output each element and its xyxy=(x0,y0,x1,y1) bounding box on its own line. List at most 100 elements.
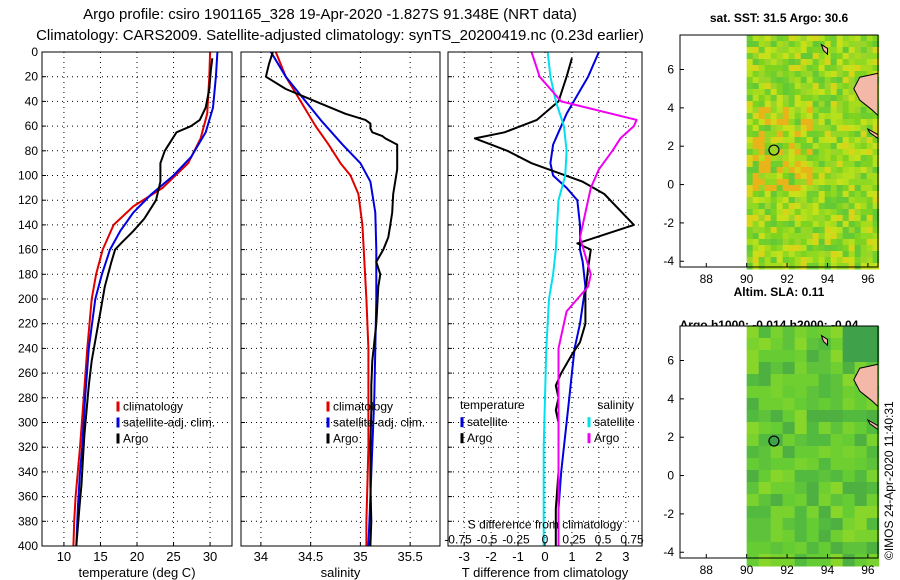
map-cell xyxy=(818,101,826,108)
map-cell xyxy=(824,131,832,138)
map-cell xyxy=(782,362,796,375)
map-cell xyxy=(854,482,868,495)
map-cell xyxy=(842,101,850,108)
map-cell xyxy=(746,191,754,198)
map-cell xyxy=(800,155,808,162)
x-axis-label: T difference from climatology xyxy=(462,565,629,580)
map-cell xyxy=(848,71,856,78)
map-cell xyxy=(806,494,820,507)
map-cell xyxy=(770,209,778,216)
map-cell xyxy=(860,107,868,114)
map-cell xyxy=(794,71,802,78)
map-cell xyxy=(776,101,784,108)
map-cell xyxy=(842,239,850,246)
map-cell xyxy=(842,338,856,351)
map-cell xyxy=(824,227,832,234)
map-cell xyxy=(794,374,808,387)
map-cell xyxy=(824,221,832,228)
map-cell xyxy=(830,71,838,78)
map-cell xyxy=(830,221,838,228)
map-cell xyxy=(806,143,814,150)
map-cell xyxy=(758,434,772,447)
map-cell xyxy=(860,53,868,60)
map-cell xyxy=(860,155,868,162)
map-cell xyxy=(752,119,760,126)
map-cell xyxy=(800,89,808,96)
map-cell xyxy=(770,542,784,555)
map-cell xyxy=(794,203,802,210)
map-cell xyxy=(746,470,760,483)
map-cell xyxy=(764,167,772,174)
map-cell xyxy=(824,35,832,42)
map-cell xyxy=(770,53,778,60)
map-cell xyxy=(818,482,832,495)
map-cell xyxy=(794,119,802,126)
map-cell xyxy=(788,203,796,210)
map-cell xyxy=(824,59,832,66)
map-cell xyxy=(860,35,868,42)
map-cell xyxy=(830,119,838,126)
map-cell xyxy=(782,221,790,228)
map-cell xyxy=(830,95,838,102)
map-cell xyxy=(854,95,862,102)
map-y-tick-label: 4 xyxy=(667,101,674,115)
map-cell xyxy=(782,422,796,435)
map-cell xyxy=(866,326,880,339)
map-cell xyxy=(764,263,772,270)
map-cell xyxy=(866,191,874,198)
map-cell xyxy=(824,41,832,48)
map-cell xyxy=(752,71,760,78)
map-cell xyxy=(818,554,832,567)
map-cell xyxy=(746,47,754,54)
map-cell xyxy=(806,386,820,399)
salinity-panel: 34 34.5 35 35.5 salinity climatology satellite… xyxy=(240,51,441,580)
map-cell xyxy=(800,209,808,216)
map-cell xyxy=(794,257,802,264)
map-cell xyxy=(860,251,868,258)
x-tick-label: 0 xyxy=(541,549,548,564)
map-cell xyxy=(806,125,814,132)
map-cell xyxy=(842,245,850,252)
map-cell xyxy=(776,65,784,72)
x-tick-label: 3 xyxy=(622,549,629,564)
map-cell xyxy=(746,518,760,531)
map-cell xyxy=(842,374,856,387)
map-cell xyxy=(776,89,784,96)
map-cell xyxy=(836,239,844,246)
map-cell xyxy=(812,215,820,222)
map-cell xyxy=(758,149,766,156)
map-cell xyxy=(830,191,838,198)
map-cell xyxy=(818,191,826,198)
map-cell xyxy=(818,71,826,78)
map-cell xyxy=(830,494,844,507)
map-cell xyxy=(818,350,832,363)
map-cell xyxy=(830,173,838,180)
map-cell xyxy=(752,65,760,72)
map-cell xyxy=(800,161,808,168)
map-cell xyxy=(806,422,820,435)
map-cell xyxy=(824,71,832,78)
map-cell xyxy=(830,362,844,375)
map-cell xyxy=(860,197,868,204)
title-line-2: Climatology: CARS2009. Satellite-adjuste… xyxy=(36,27,644,44)
map-cell xyxy=(782,530,796,543)
map-cell xyxy=(770,257,778,264)
map-cell xyxy=(764,203,772,210)
map-cell xyxy=(830,530,844,543)
map-cell xyxy=(818,53,826,60)
y-tick-label: 400 xyxy=(18,539,38,553)
map-cell xyxy=(782,95,790,102)
map-cell xyxy=(848,203,856,210)
map-cell xyxy=(752,77,760,84)
map-cell xyxy=(794,65,802,72)
map-cell xyxy=(770,215,778,222)
map-cell xyxy=(836,137,844,144)
map-cell xyxy=(806,149,814,156)
map-cell xyxy=(872,191,880,198)
map-cell xyxy=(752,197,760,204)
map-cell xyxy=(818,257,826,264)
map-cell xyxy=(830,59,838,66)
map-cell xyxy=(746,155,754,162)
map-cell xyxy=(806,398,820,411)
map-cell xyxy=(854,530,868,543)
